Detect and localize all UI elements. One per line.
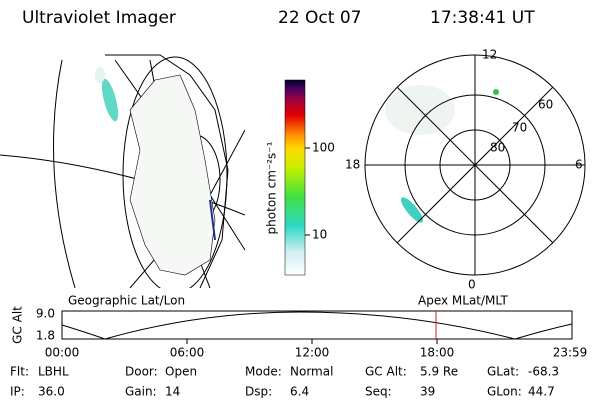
title: Ultraviolet Imager <box>22 8 176 28</box>
info-value: LBHL <box>38 365 69 379</box>
time-label: 23:59 <box>553 346 588 360</box>
mlt-label: 12 <box>482 48 497 62</box>
info-label: Flt: <box>10 365 29 379</box>
lat-label: 60 <box>538 98 553 112</box>
info-value: 5.9 Re <box>420 365 458 379</box>
info-label: IP: <box>10 385 25 399</box>
info-label: Door: <box>125 365 158 379</box>
colorbar <box>284 79 306 276</box>
info-value: 36.0 <box>38 385 65 399</box>
info-label: Mode: <box>245 365 282 379</box>
info-value: Open <box>165 365 197 379</box>
colorbar-tick-label: 10 <box>312 228 327 242</box>
info-label: GLon: <box>487 385 522 399</box>
info-value: 14 <box>165 385 180 399</box>
time-label: 06:00 <box>170 346 205 360</box>
info-value: Normal <box>290 365 333 379</box>
info-value: 39 <box>420 385 435 399</box>
info-label: GC Alt: <box>365 365 407 379</box>
time-label: 18:00 <box>420 346 455 360</box>
info-value: 6.4 <box>290 385 309 399</box>
mlt-label: 18 <box>345 158 360 172</box>
axis-label: GC Alt <box>11 306 25 344</box>
info-label: GLat: <box>487 365 519 379</box>
y-label: 9.0 <box>36 307 55 321</box>
strip-title: Geographic Lat/Lon <box>68 294 185 308</box>
geographic-map <box>0 54 245 288</box>
mlt-label: 0 <box>468 278 476 292</box>
strip-title: Apex MLat/MLT <box>418 294 508 308</box>
lat-label: 70 <box>512 121 527 135</box>
info-value: 44.7 <box>528 385 555 399</box>
info-label: Dsp: <box>245 385 272 399</box>
info-value: -68.3 <box>528 365 559 379</box>
y-label: 1.8 <box>36 329 55 343</box>
info-panel: Flt: LBHL Door: Open Mode: Normal GC Alt: 5.9 R… <box>10 365 559 399</box>
time: 17:38:41 UT <box>430 8 535 28</box>
mlt-label: 6 <box>575 158 583 172</box>
info-label: Gain: <box>125 385 157 399</box>
info-label: Seq: <box>365 385 392 399</box>
colorbar-tick-label: 100 <box>312 141 335 155</box>
lat-label: 80 <box>490 141 505 155</box>
orbit-strip: Geographic Lat/Lon Apex MLat/MLT GC Alt … <box>11 294 588 360</box>
date: 22 Oct 07 <box>278 8 361 28</box>
time-label: 12:00 <box>295 346 330 360</box>
polar-plot: 12 18 6 0 60 70 80 <box>345 48 586 292</box>
time-label: 00:00 <box>45 346 80 360</box>
colorbar-label: photon cm⁻²s⁻¹ <box>265 141 279 234</box>
